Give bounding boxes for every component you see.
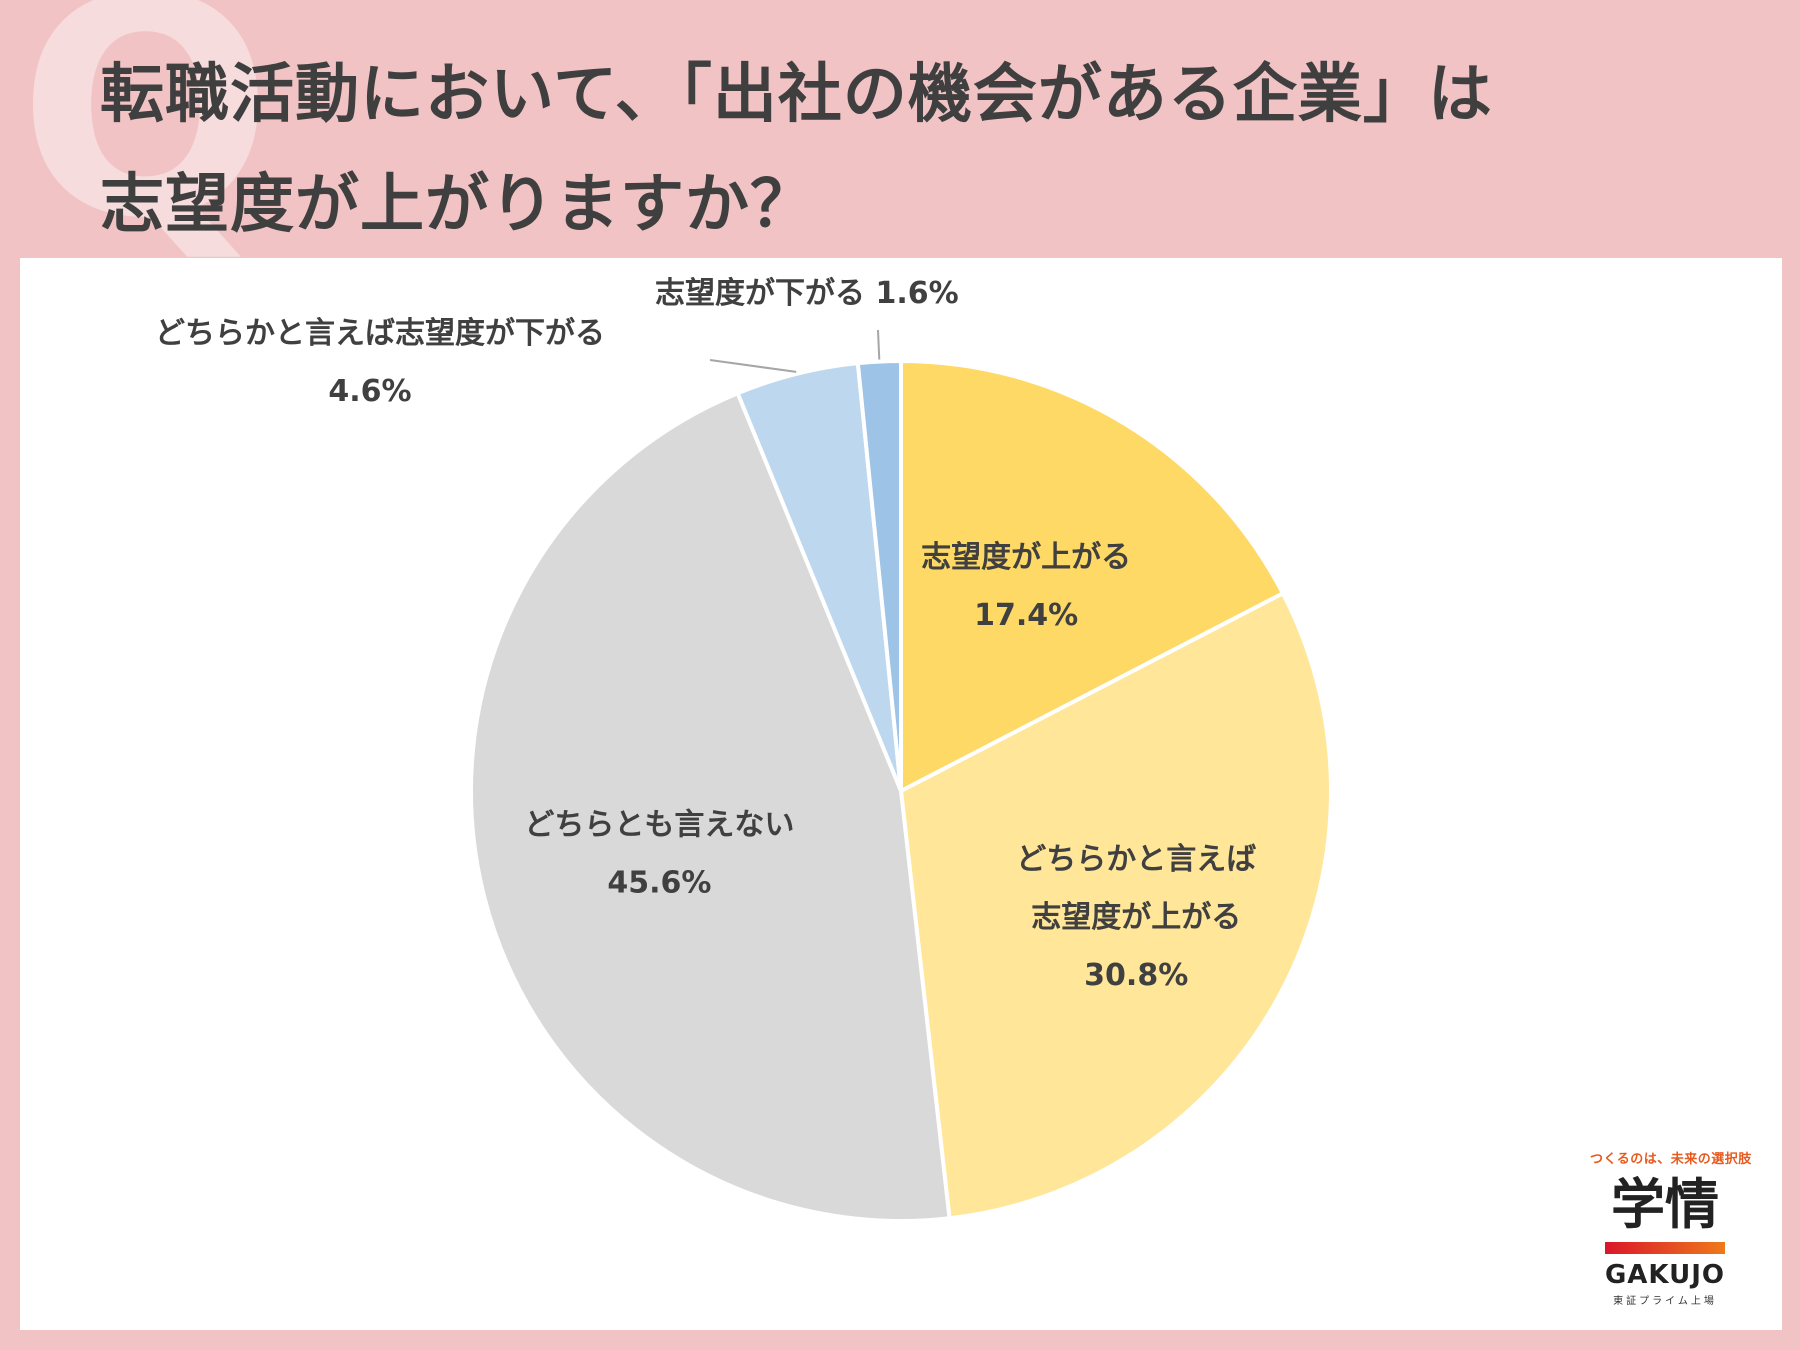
pie-slice-5: [855, 358, 903, 792]
pie-slice-3: [469, 390, 952, 1223]
logo-tagline: つくるのは、未来の選択肢: [1590, 1152, 1752, 1167]
page-title: 転職活動において、「出社の機会がある企業」は 志望度が上がりますか？: [100, 40, 1780, 260]
logo-sub: 東証プライム上場: [1613, 1295, 1717, 1307]
logo-name: GAKUJO: [1604, 1259, 1726, 1290]
slice-value-1: 17.4%: [974, 598, 1078, 633]
slice-value-4: 4.6%: [328, 374, 411, 409]
slice-label-2: どちらかと言えば: [1016, 842, 1256, 877]
title-line-1: 転職活動において、「出社の機会がある企業」は: [100, 58, 1493, 132]
q-decoration: Q: [18, 0, 274, 284]
slice-label-4: どちらかと言えば志望度が下がる: [155, 316, 605, 351]
logo-bar: [1605, 1241, 1725, 1254]
gakujo-logo: つくるのは、未来の選択肢 学情 GAKUJO 東証プライム上場: [1590, 1148, 1752, 1318]
slice-value-3: 45.6%: [607, 866, 711, 901]
slice-label-3: どちらとも言えない: [524, 808, 794, 843]
slice-label-2: 志望度が上がる: [1031, 900, 1241, 935]
chart-panel: 志望度が上がる 17.4% どちらかと言えば 志望度が上がる 30.8% どちらとも言えな…: [20, 258, 1782, 1330]
pie-slice-1: [899, 358, 1286, 795]
slice-label-1: 志望度が上がる: [921, 540, 1131, 575]
pie-chart: 志望度が上がる17.4%どちらかと言えば志望度が上がる30.8%どちらとも言えな…: [155, 276, 1333, 1223]
leader-line-4: [709, 359, 797, 373]
slice-label-5: 志望度が下がる 1.6%: [655, 276, 959, 311]
title-line-2: 志望度が上がりますか？: [100, 168, 815, 243]
slice-value-2: 30.8%: [1084, 958, 1188, 993]
logo-kanji: 学情: [1611, 1173, 1719, 1236]
leader-line-5: [877, 329, 881, 360]
pie-slice-2: [898, 590, 1333, 1221]
